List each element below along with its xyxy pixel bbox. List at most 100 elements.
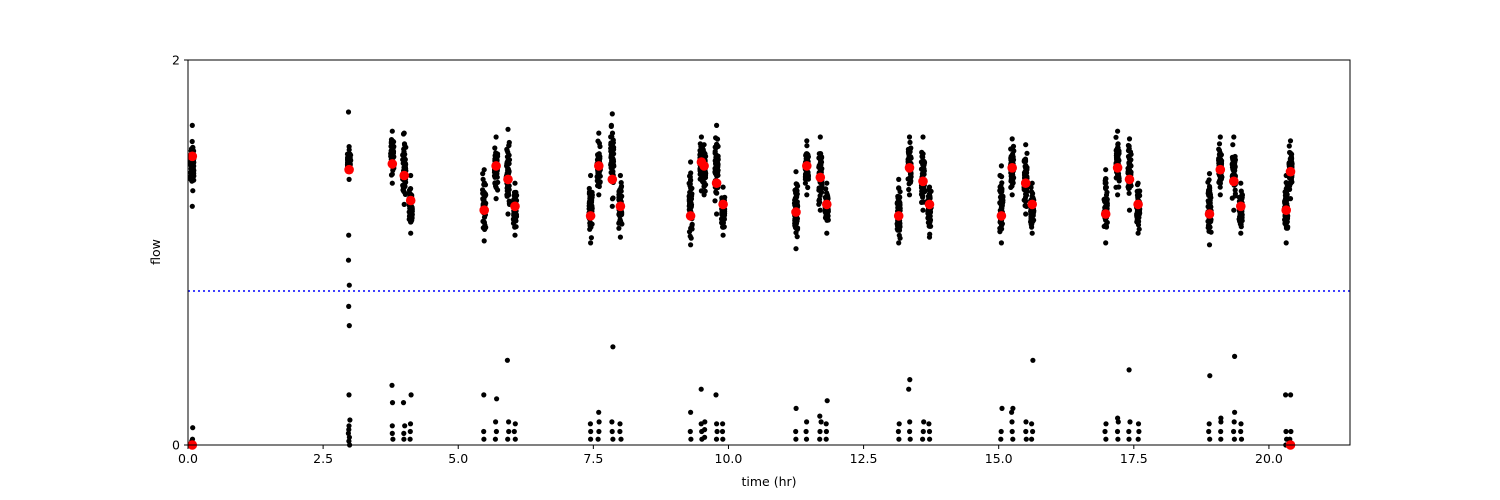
raw-point: [618, 436, 624, 442]
raw-point: [597, 180, 603, 186]
raw-point: [505, 183, 511, 189]
raw-point: [1023, 142, 1029, 148]
raw-point: [346, 434, 352, 440]
raw-point: [1009, 428, 1015, 435]
mean-point: [718, 199, 728, 210]
raw-point: [401, 188, 407, 195]
raw-point: [714, 159, 721, 165]
raw-point: [920, 428, 926, 435]
mean-point: [510, 201, 520, 212]
raw-point: [793, 169, 799, 175]
raw-point: [1288, 428, 1294, 435]
raw-point: [1238, 428, 1244, 435]
raw-point: [505, 126, 511, 132]
raw-point: [1103, 240, 1109, 246]
raw-point: [401, 436, 407, 442]
raw-point: [589, 195, 595, 201]
raw-point: [596, 192, 602, 198]
raw-point: [1229, 154, 1235, 160]
raw-point: [493, 196, 499, 202]
raw-point: [698, 188, 705, 194]
raw-point: [702, 434, 708, 440]
raw-point: [926, 234, 933, 240]
raw-point: [390, 144, 397, 150]
raw-point: [1024, 150, 1030, 156]
raw-point: [1208, 229, 1214, 235]
y-tick-label: 0: [172, 438, 180, 453]
raw-point: [1030, 428, 1036, 435]
raw-point: [494, 396, 500, 402]
raw-point: [346, 323, 352, 329]
raw-point: [1103, 204, 1109, 210]
raw-point: [1009, 136, 1015, 142]
raw-point: [824, 214, 830, 220]
raw-point: [482, 190, 488, 196]
raw-point: [618, 180, 624, 186]
raw-point: [817, 436, 823, 442]
raw-point: [408, 172, 414, 179]
raw-point: [1205, 190, 1211, 196]
raw-point: [512, 180, 518, 186]
raw-point: [1282, 192, 1288, 199]
raw-point: [687, 183, 693, 189]
raw-point: [492, 145, 498, 151]
raw-point: [714, 421, 720, 427]
raw-point: [618, 184, 624, 190]
raw-point: [346, 438, 352, 444]
raw-point: [1009, 409, 1015, 415]
raw-point: [802, 180, 809, 186]
raw-point: [1206, 242, 1213, 248]
raw-point: [1029, 180, 1035, 186]
raw-point: [504, 188, 510, 194]
raw-point: [701, 142, 707, 148]
raw-point: [596, 130, 602, 136]
mean-point: [1100, 209, 1111, 219]
raw-point: [401, 130, 407, 136]
raw-point: [1232, 409, 1238, 415]
raw-point: [506, 428, 512, 435]
mean-point: [405, 195, 416, 206]
raw-point: [823, 421, 829, 427]
raw-point: [1030, 194, 1036, 201]
raw-point: [1103, 222, 1109, 228]
raw-point: [1218, 415, 1224, 421]
raw-point: [713, 392, 719, 398]
raw-point: [1021, 170, 1028, 176]
raw-point: [347, 417, 353, 423]
raw-point: [1286, 143, 1292, 149]
raw-point: [401, 182, 407, 188]
raw-point: [609, 428, 615, 435]
raw-point: [792, 187, 798, 193]
raw-point: [1101, 197, 1108, 203]
raw-point: [596, 419, 602, 425]
raw-point: [720, 421, 726, 427]
raw-point: [817, 207, 823, 213]
raw-point: [345, 430, 351, 436]
raw-point: [920, 436, 926, 442]
raw-point: [408, 392, 414, 398]
raw-point: [616, 220, 622, 226]
raw-point: [816, 198, 822, 204]
mean-point: [1124, 174, 1135, 185]
raw-point: [506, 198, 512, 204]
raw-point: [720, 184, 726, 190]
raw-point: [596, 409, 602, 415]
raw-point: [1023, 428, 1029, 435]
raw-point: [1287, 183, 1293, 189]
raw-point: [1113, 184, 1119, 190]
mean-point: [924, 199, 935, 210]
raw-point: [1103, 421, 1109, 427]
raw-point: [494, 157, 500, 163]
raw-point: [1232, 193, 1238, 199]
raw-point: [1023, 419, 1029, 425]
raw-point: [346, 144, 352, 150]
raw-point: [804, 192, 810, 198]
raw-point: [999, 221, 1006, 227]
raw-point: [1021, 158, 1027, 164]
raw-point: [794, 199, 800, 205]
raw-point: [346, 159, 352, 165]
raw-point: [389, 382, 395, 388]
raw-point: [1238, 436, 1245, 442]
raw-point: [713, 190, 719, 196]
raw-point: [907, 178, 913, 184]
